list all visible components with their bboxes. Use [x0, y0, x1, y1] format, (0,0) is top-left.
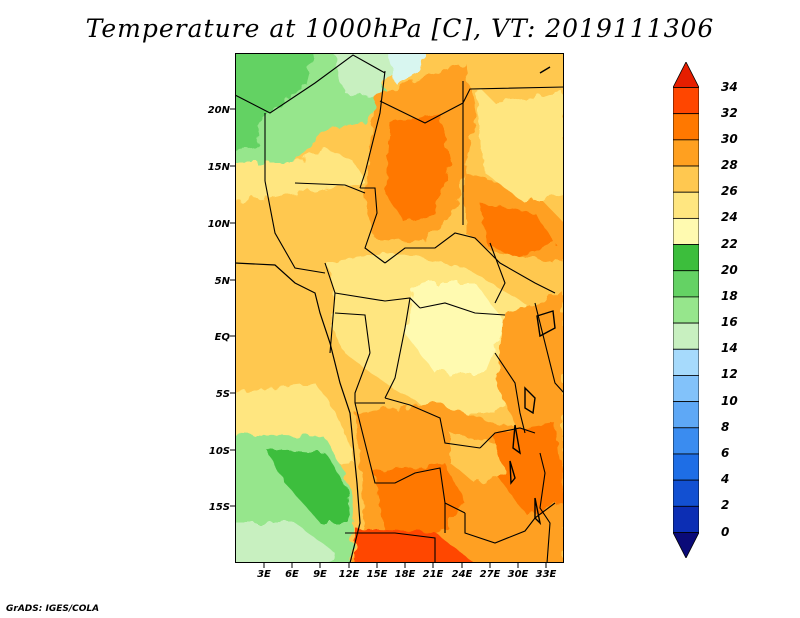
lon-label: 24E — [451, 569, 473, 580]
map-frame — [235, 53, 564, 563]
colorbar-swatch — [673, 165, 699, 193]
colorbar-swatch — [673, 113, 699, 141]
lon-label: 6E — [285, 569, 299, 580]
lat-label: 15N — [207, 162, 230, 173]
lat-label: 5S — [215, 389, 230, 400]
colorbar-swatch — [673, 296, 699, 324]
colorbar-swatch — [673, 348, 699, 376]
region-zambia-hot — [495, 423, 564, 513]
grads-credit: GrADS: IGES/COLA — [6, 604, 100, 614]
map-title: Temperature at 1000hPa [C], VT: 20191113… — [85, 14, 715, 43]
lon-label: 27E — [479, 569, 501, 580]
colorbar-label: 20 — [721, 262, 738, 277]
colorbar-label: 2 — [721, 498, 730, 513]
region-n-palest — [387, 53, 429, 83]
lon-label: 3E — [257, 569, 271, 580]
region-n-pale — [333, 53, 395, 98]
lat-label: 10S — [208, 446, 230, 457]
lat-label: EQ — [214, 332, 230, 343]
region-sudan-hot — [480, 203, 555, 258]
colorbar — [673, 62, 699, 558]
coastline — [235, 262, 361, 563]
region-nw-cooler — [235, 53, 313, 152]
colorbar-label: 12 — [721, 367, 738, 382]
lat-label: 20N — [207, 105, 230, 116]
lon-label: 33E — [535, 569, 557, 580]
colorbar-min-triangle — [673, 532, 699, 558]
colorbar-swatch — [673, 139, 699, 167]
colorbar-swatch — [673, 322, 699, 350]
colorbar-swatch — [673, 479, 699, 507]
colorbar-label: 14 — [721, 341, 738, 356]
colorbar-swatch — [673, 244, 699, 272]
colorbar-label: 18 — [721, 288, 738, 303]
colorbar-swatch — [673, 401, 699, 429]
region-ne-warm — [467, 53, 564, 103]
region-south-hottest — [355, 528, 475, 563]
colorbar-swatch — [673, 270, 699, 298]
lat-label: 10N — [207, 219, 230, 230]
region-chad-hot — [385, 113, 450, 223]
colorbar-label: 0 — [721, 524, 730, 539]
colorbar-swatches — [673, 62, 699, 558]
lon-label: 15E — [366, 569, 388, 580]
colorbar-label: 30 — [721, 131, 738, 146]
lat-label: 5N — [214, 276, 230, 287]
lon-ticks — [263, 562, 547, 568]
lon-label: 30E — [507, 569, 529, 580]
colorbar-label: 16 — [721, 315, 738, 330]
colorbar-swatch — [673, 375, 699, 403]
country-borders — [235, 54, 564, 563]
colorbar-max-triangle — [673, 62, 699, 88]
lon-label: 18E — [394, 569, 416, 580]
colorbar-label: 10 — [721, 393, 738, 408]
colorbar-label: 8 — [721, 419, 730, 434]
lon-label: 21E — [422, 569, 444, 580]
lon-label: 9E — [313, 569, 327, 580]
region-sahel-west — [235, 148, 365, 202]
region-ne-pale — [475, 73, 564, 203]
colorbar-label: 6 — [721, 445, 730, 460]
colorbar-label: 26 — [721, 184, 738, 199]
lat-label: 15S — [208, 502, 230, 513]
colorbar-swatch — [673, 505, 699, 533]
lat-ticks — [230, 108, 236, 507]
colorbar-swatch — [673, 191, 699, 219]
colorbar-label: 22 — [721, 236, 738, 251]
region-ocean-cold — [265, 448, 350, 523]
colorbar-swatch — [673, 427, 699, 455]
colorbar-label: 24 — [721, 210, 738, 225]
colorbar-label: 28 — [721, 158, 738, 173]
colorbar-label: 34 — [721, 79, 738, 94]
colorbar-swatch — [673, 217, 699, 245]
region-ocean-coldest — [235, 523, 335, 563]
colorbar-label: 4 — [721, 472, 730, 487]
colorbar-swatch — [673, 87, 699, 115]
colorbar-swatch — [673, 453, 699, 481]
temperature-map — [235, 53, 564, 563]
lakes — [509, 66, 556, 526]
lon-label: 12E — [338, 569, 360, 580]
map-canvas — [235, 53, 564, 563]
colorbar-label: 32 — [721, 105, 738, 120]
